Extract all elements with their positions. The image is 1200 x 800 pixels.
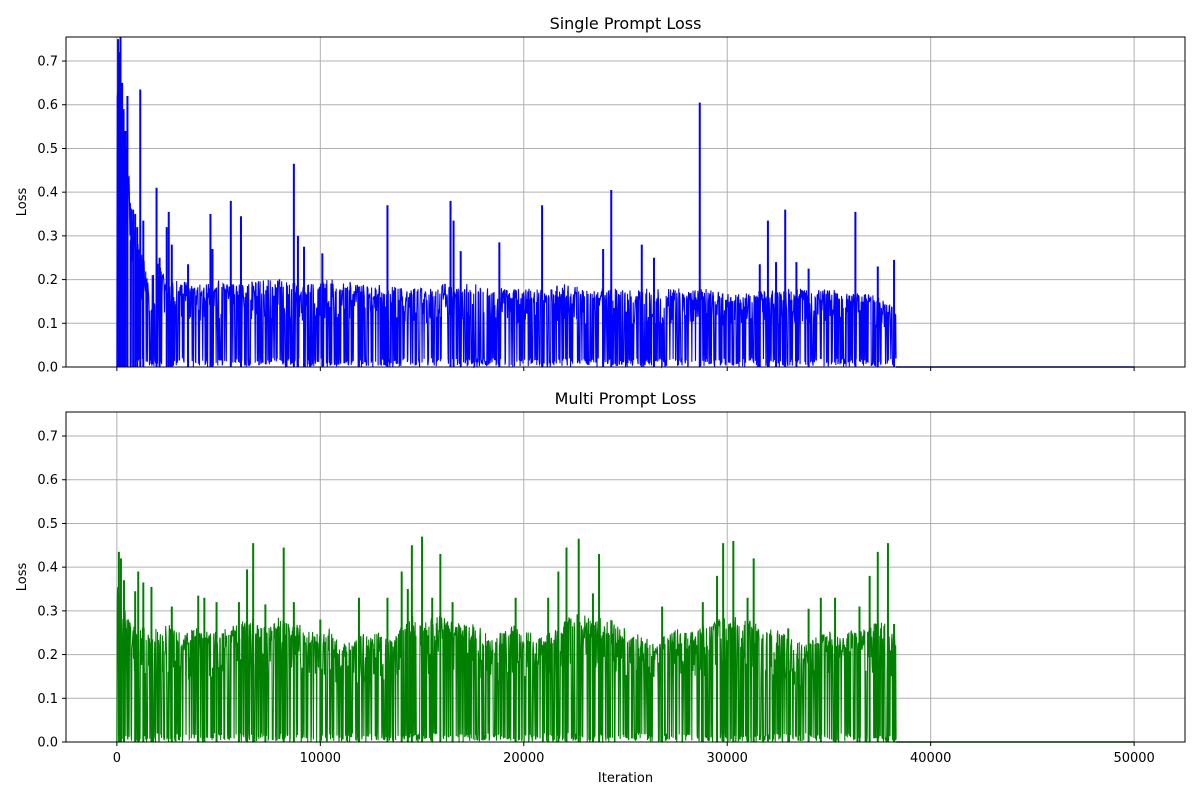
- bottom-x-tick-label-3: 30000: [707, 751, 748, 766]
- bottom-chart-frame: [65, 411, 1186, 743]
- top-y-tick-label-3: 0.3: [37, 229, 58, 244]
- bottom-chart-title: Multi Prompt Loss: [555, 389, 697, 408]
- bottom-x-tick-label-4: 40000: [910, 751, 951, 766]
- bottom-x-tick-label-2: 20000: [503, 751, 544, 766]
- bottom-chart-x-axis-label: Iteration: [598, 771, 653, 786]
- bottom-y-tick-label-5: 0.5: [37, 517, 58, 532]
- bottom-y-tick-label-7: 0.7: [37, 430, 58, 445]
- top-loss-line: [116, 79, 897, 369]
- bottom-chart: Multi Prompt Loss 0 10000 20000 30000 40000 5…: [15, 389, 1186, 786]
- top-y-tick-label-0: 0.0: [37, 361, 58, 376]
- top-chart-y-axis-label: Loss: [15, 188, 30, 217]
- bottom-y-tick-label-4: 0.4: [37, 561, 58, 576]
- bottom-chart-ticks: 0 10000 20000 30000 40000 50000 0.0 0.1 0.2 0.3 0.…: [37, 430, 1155, 766]
- top-y-tick-label-4: 0.4: [37, 186, 58, 201]
- top-y-tick-label-7: 0.7: [37, 55, 58, 70]
- top-chart-ticks: 0.0 0.1 0.2 0.3 0.4 0.5 0.6 0.7: [37, 55, 1135, 376]
- top-chart: Single Prompt Loss 0.0 0.1 0.2 0.3 0.4 0.5 0.6…: [15, 14, 1186, 376]
- bottom-x-tick-label-0: 0: [113, 751, 121, 766]
- top-y-tick-label-2: 0.2: [37, 273, 58, 288]
- bottom-x-tick-label-1: 10000: [300, 751, 341, 766]
- bottom-chart-series: [116, 536, 1135, 743]
- top-y-tick-label-5: 0.5: [37, 142, 58, 157]
- top-y-tick-label-1: 0.1: [37, 317, 58, 332]
- top-chart-title: Single Prompt Loss: [550, 14, 702, 33]
- bottom-y-tick-label-6: 0.6: [37, 473, 58, 488]
- bottom-y-tick-label-0: 0.0: [37, 736, 58, 751]
- bottom-y-tick-label-1: 0.1: [37, 692, 58, 707]
- bottom-y-tick-label-2: 0.2: [37, 648, 58, 663]
- bottom-chart-y-axis-label: Loss: [15, 563, 30, 592]
- top-y-tick-label-6: 0.6: [37, 98, 58, 113]
- top-chart-series: [116, 37, 1135, 369]
- bottom-y-tick-label-3: 0.3: [37, 604, 58, 619]
- bottom-x-tick-label-5: 50000: [1113, 751, 1154, 766]
- top-chart-frame: [65, 36, 1186, 368]
